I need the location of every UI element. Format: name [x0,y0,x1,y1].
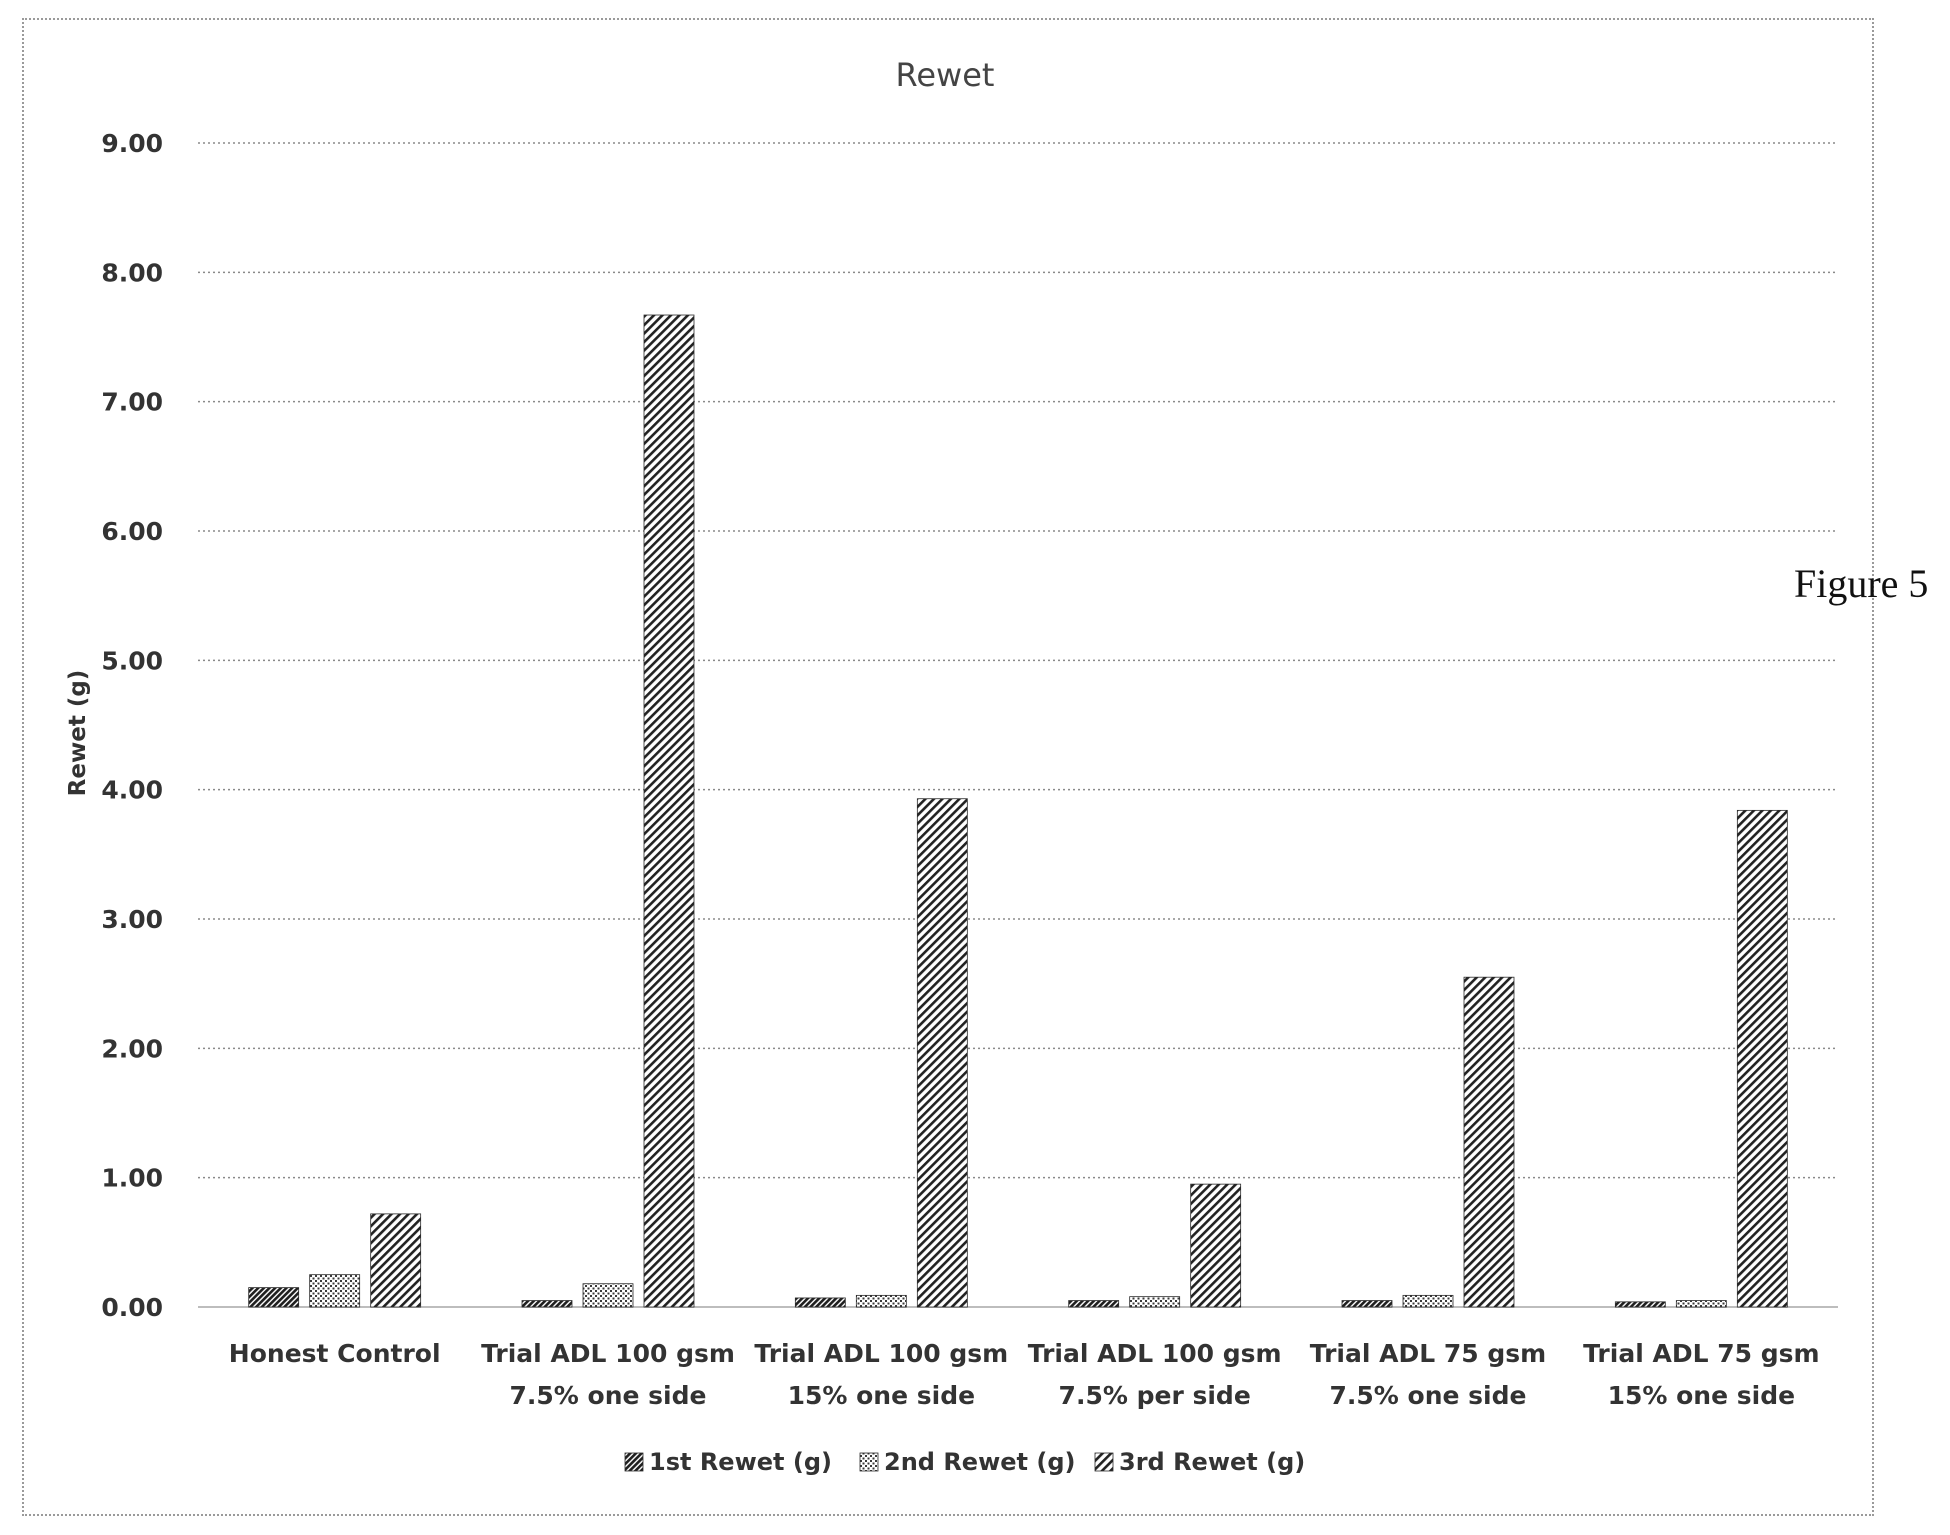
x-tick-label: Trial ADL 100 gsm [1028,1339,1282,1368]
x-tick-label: Honest Control [229,1339,441,1368]
x-tick-label: 7.5% one side [1330,1381,1527,1410]
bar-1-cat-2 [521,1300,573,1308]
legend-label: 2nd Rewet (g) [884,1448,1075,1476]
chart-title: Rewet [896,56,995,94]
legend-swatch [859,1452,879,1472]
bar-2-cat-4 [1129,1296,1181,1308]
bar-1-cat-4 [1068,1300,1120,1308]
bar-2-cat-6 [1675,1300,1727,1308]
x-tick-label: Trial ADL 100 gsm [754,1339,1008,1368]
bar-2-cat-1 [309,1274,361,1308]
bar-2-cat-5 [1402,1294,1454,1308]
x-tick-label: Trial ADL 100 gsm [481,1339,735,1368]
gridlines [198,142,1838,1308]
bar-1-cat-3 [794,1297,846,1308]
bar-1-cat-1 [248,1287,300,1308]
x-tick-label: 7.5% one side [510,1381,707,1410]
y-axis-label: Rewet (g) [65,670,91,797]
bar-2-cat-2 [582,1283,634,1308]
y-tick-label: 0.00 [101,1293,163,1322]
x-tick-label: Trial ADL 75 gsm [1310,1339,1546,1368]
x-tick-label: Trial ADL 75 gsm [1583,1339,1819,1368]
chart-frame [22,18,1874,1516]
x-tick-label: 15% one side [788,1381,975,1410]
y-tick-label: 6.00 [101,517,163,546]
bar-3-cat-5 [1463,976,1515,1308]
y-tick-label: 7.00 [101,388,163,417]
legend-swatch [1094,1452,1114,1472]
figure-label: Figure 5 [1794,561,1929,606]
x-tick-label: 15% one side [1608,1381,1795,1410]
legend-label: 1st Rewet (g) [649,1448,832,1476]
bar-3-cat-2 [643,314,695,1308]
y-tick-label: 2.00 [101,1034,163,1063]
y-tick-label: 3.00 [101,905,163,934]
y-tick-label: 5.00 [101,646,163,675]
legend: 1st Rewet (g) 2nd Rewet (g) 3rd Rewet (g) [624,1448,1305,1476]
y-axis-ticks: 0.00 1.00 2.00 3.00 4.00 5.00 6.00 7.00 8.00 9.00 [101,129,163,1322]
bar-2-cat-3 [855,1294,907,1308]
y-tick-label: 8.00 [101,258,163,287]
legend-swatch [624,1452,644,1472]
y-tick-label: 9.00 [101,129,163,158]
y-tick-label: 4.00 [101,776,163,805]
legend-label: 3rd Rewet (g) [1119,1448,1305,1476]
bar-1-cat-5 [1341,1300,1393,1308]
bar-1-cat-6 [1614,1301,1666,1308]
bar-3-cat-1 [370,1213,422,1308]
bar-3-cat-4 [1190,1183,1242,1308]
bar-3-cat-3 [916,798,968,1308]
x-tick-label: 7.5% per side [1059,1381,1251,1410]
x-axis-ticks: Honest Control Trial ADL 100 gsm 7.5% one … [229,1339,1820,1410]
bar-3-cat-6 [1736,809,1788,1308]
y-tick-label: 1.00 [101,1164,163,1193]
bars [248,314,1788,1308]
